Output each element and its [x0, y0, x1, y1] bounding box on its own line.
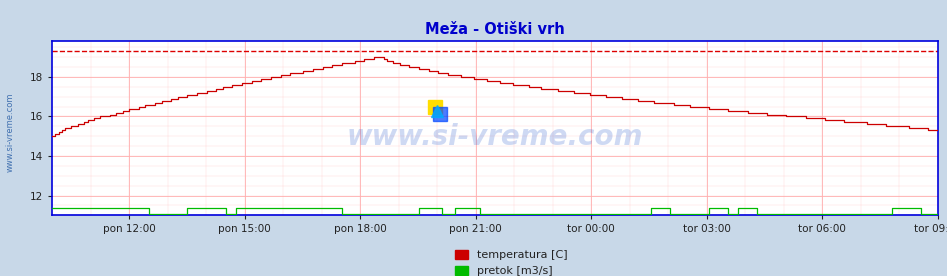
Title: Meža - Otiški vrh: Meža - Otiški vrh — [425, 22, 564, 38]
Text: www.si-vreme.com: www.si-vreme.com — [347, 123, 643, 151]
Legend: temperatura [C], pretok [m3/s]: temperatura [C], pretok [m3/s] — [455, 250, 568, 276]
Text: www.si-vreme.com: www.si-vreme.com — [6, 93, 15, 172]
